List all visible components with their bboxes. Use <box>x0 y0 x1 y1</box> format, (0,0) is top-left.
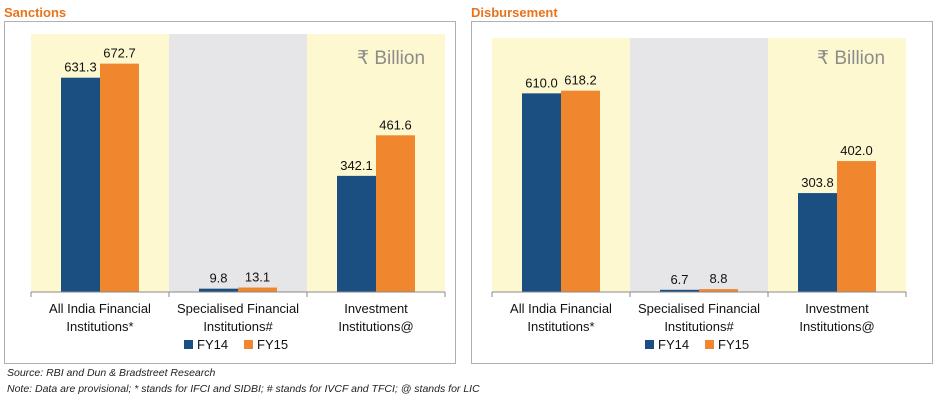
bar-fy15-1 <box>561 90 600 292</box>
bar-fy15-2 <box>699 289 738 292</box>
data-label-fy14-1: 610.0 <box>525 75 558 90</box>
bar-fy15-3 <box>376 135 415 292</box>
chart-panel-sanctions: ₹ Billion 631.3 672.7 9.8 13.1 342.1 461.6 All … <box>4 21 456 364</box>
legend-label-fy15: FY15 <box>257 337 288 352</box>
legend-swatch-fy14 <box>184 340 193 349</box>
category-label-2-line-2: Institutions# <box>664 319 734 334</box>
unit-label: ₹ Billion <box>817 48 885 69</box>
data-label-fy15-3: 461.6 <box>379 117 412 132</box>
chart-svg-sanctions: ₹ Billion 631.3 672.7 9.8 13.1 342.1 461.6 All … <box>30 34 446 352</box>
data-label-fy15-1: 618.2 <box>564 73 597 88</box>
chart-title-disbursement: Disbursement <box>471 5 558 20</box>
category-label-3-line-1: Investment <box>805 301 869 316</box>
category-label-1-line-1: All India Financial <box>510 301 612 316</box>
data-label-fy14-3: 342.1 <box>340 158 373 173</box>
category-label-3-line-2: Institutions@ <box>338 319 413 334</box>
chart-panel-disbursement: ₹ Billion 610.0 618.2 6.7 8.8 303.8 402.0 All I… <box>471 21 933 364</box>
unit-label: ₹ Billion <box>357 48 425 69</box>
bar-fy14-3 <box>337 175 376 292</box>
chart-svg-disbursement: ₹ Billion 610.0 618.2 6.7 8.8 303.8 402.0 All I… <box>491 38 907 352</box>
legend-swatch-fy15 <box>244 340 253 349</box>
category-label-1-line-2: Institutions* <box>66 319 133 334</box>
source-note: Source: RBI and Dun & Bradstreet Researc… <box>7 367 216 379</box>
bar-fy14-2 <box>199 288 238 292</box>
data-label-fy14-2: 9.8 <box>209 271 227 286</box>
legend-label-fy15: FY15 <box>718 337 749 352</box>
category-label-3-line-2: Institutions@ <box>799 319 874 334</box>
category-label-1-line-1: All India Financial <box>49 301 151 316</box>
bar-fy14-2 <box>660 289 699 292</box>
data-label-fy15-2: 8.8 <box>709 271 727 286</box>
category-band-2 <box>630 38 768 292</box>
category-label-2-line-2: Institutions# <box>203 319 273 334</box>
data-label-fy14-1: 631.3 <box>64 60 97 75</box>
data-label-fy15-1: 672.7 <box>103 46 136 61</box>
data-note: Note: Data are provisional; * stands for… <box>7 383 480 395</box>
category-label-1-line-2: Institutions* <box>527 319 594 334</box>
legend-label-fy14: FY14 <box>197 337 228 352</box>
bar-fy15-1 <box>100 63 139 293</box>
legend-swatch-fy14 <box>645 340 654 349</box>
data-label-fy15-3: 402.0 <box>840 143 873 158</box>
bar-fy14-3 <box>798 193 837 292</box>
category-band-2 <box>169 34 307 292</box>
data-label-fy14-2: 6.7 <box>670 272 688 287</box>
legend-swatch-fy15 <box>705 340 714 349</box>
bar-fy15-3 <box>837 161 876 292</box>
legend-label-fy14: FY14 <box>658 337 689 352</box>
category-label-2-line-1: Specialised Financial <box>177 301 299 316</box>
category-label-3-line-1: Investment <box>344 301 408 316</box>
bar-fy14-1 <box>61 77 100 292</box>
bar-fy15-2 <box>238 287 277 292</box>
data-label-fy15-2: 13.1 <box>245 270 270 285</box>
data-label-fy14-3: 303.8 <box>801 175 834 190</box>
category-label-2-line-1: Specialised Financial <box>638 301 760 316</box>
bar-fy14-1 <box>522 93 561 292</box>
chart-title-sanctions: Sanctions <box>4 5 67 20</box>
